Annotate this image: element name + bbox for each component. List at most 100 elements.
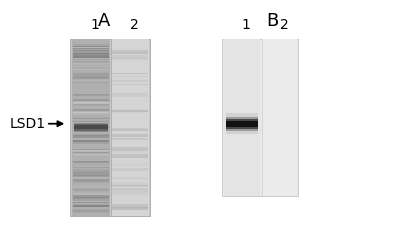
Bar [112,185,148,187]
Bar [73,136,109,137]
Bar [73,59,109,60]
Bar [73,210,109,212]
Bar [112,110,148,112]
Bar [73,73,109,74]
Bar [73,48,109,49]
Bar [73,59,109,60]
Bar [262,39,297,196]
Bar [112,160,148,163]
Bar [73,56,109,58]
Bar [73,195,109,197]
Bar [73,46,109,48]
Bar [112,94,148,97]
Bar [226,121,258,127]
Bar [73,163,109,165]
Bar [73,204,109,207]
Bar [73,202,109,203]
Bar [73,161,109,163]
Bar [112,177,148,181]
Bar [73,61,109,63]
Bar [73,53,109,55]
Bar [73,110,109,112]
Bar [73,76,109,77]
Bar [73,140,109,142]
Bar [73,122,109,123]
Bar [112,51,148,54]
Bar [112,185,148,189]
Bar [73,50,109,52]
Bar [73,99,109,100]
Bar [73,161,109,162]
Bar [73,120,109,122]
Bar [73,150,109,152]
Bar [73,69,109,70]
Bar [112,128,148,130]
Bar [73,162,109,163]
Bar [73,134,109,136]
Bar [112,185,148,186]
Bar [112,134,148,136]
Bar [112,204,148,208]
Bar [112,50,148,53]
Bar [73,179,109,181]
Bar [73,77,109,79]
Bar [73,76,109,79]
Bar [73,197,109,199]
Bar [73,121,109,122]
Bar [73,125,109,127]
Bar [112,84,148,85]
Text: B: B [266,12,278,30]
Text: 1: 1 [242,18,250,32]
Bar [73,209,109,210]
Bar [73,185,109,186]
Bar [73,82,109,84]
Bar [73,110,109,112]
Text: 2: 2 [130,18,138,32]
Bar [73,121,109,122]
Bar [73,118,109,120]
Bar [73,120,109,122]
Bar [73,155,109,156]
Bar [73,205,109,207]
Bar [73,81,109,83]
Bar [112,55,148,59]
Bar [73,61,109,62]
Bar [112,148,148,152]
Bar [73,142,109,144]
Bar [112,51,148,54]
Bar [73,196,109,198]
Bar [73,142,109,144]
Bar [73,44,109,46]
Bar [73,181,109,183]
Bar [73,55,109,56]
Bar [112,100,148,101]
Bar [73,174,109,176]
Bar [73,184,109,186]
Bar [73,204,109,206]
Bar [112,155,148,158]
Bar [112,163,148,166]
Bar [112,58,148,60]
Bar [73,53,109,55]
Bar [73,56,109,58]
Bar [112,190,148,194]
Bar [112,138,148,140]
Bar [73,129,109,131]
Bar [73,109,109,112]
Bar [73,120,109,121]
Bar [73,105,109,106]
Bar [73,112,109,113]
Bar [73,75,109,77]
Bar [73,59,109,60]
Bar [111,39,149,216]
Bar [73,51,109,52]
Bar [73,68,109,69]
Bar [112,207,148,210]
Bar [112,129,148,131]
Bar [73,69,109,70]
Bar [112,109,148,113]
Bar [73,77,109,79]
Bar [112,182,148,185]
Bar [73,198,109,201]
Bar [73,173,109,174]
